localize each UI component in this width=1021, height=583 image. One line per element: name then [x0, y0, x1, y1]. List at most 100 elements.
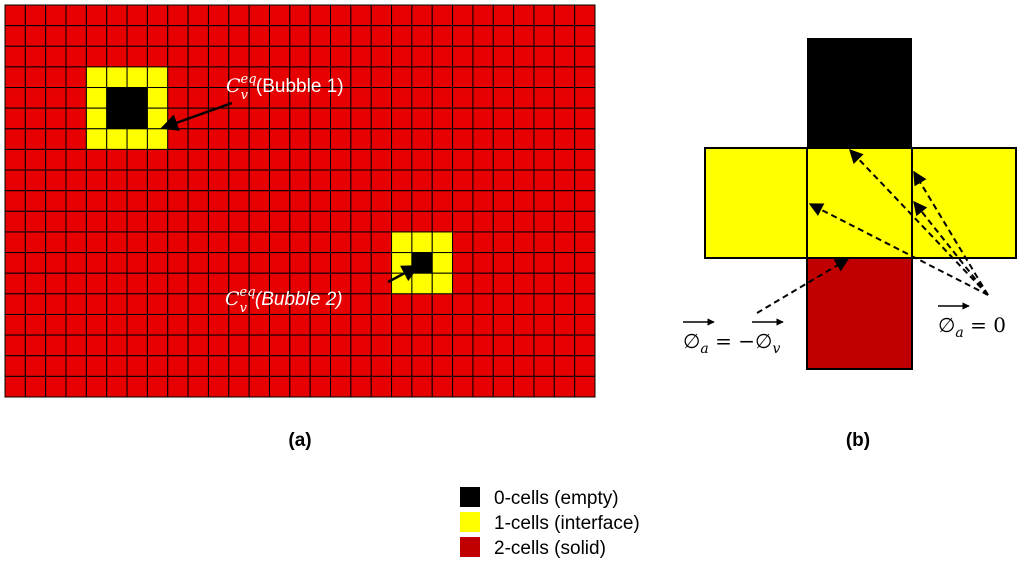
- grid-cell: [228, 231, 250, 254]
- grid-cell: [248, 313, 270, 336]
- grid-cell: [45, 45, 67, 68]
- grid-cell: [106, 313, 128, 336]
- grid-cell: [350, 45, 372, 68]
- grid-cell: [45, 375, 67, 398]
- grid-cell: [574, 313, 596, 336]
- grid-cell: [4, 210, 26, 233]
- grid-cell: [228, 313, 250, 336]
- grid-cell: [187, 313, 209, 336]
- grid-cell: [309, 334, 332, 357]
- grid-cell: [187, 293, 209, 315]
- grid-cell: [472, 107, 494, 130]
- grid-cell: [370, 231, 393, 254]
- grid-cell: [24, 334, 47, 357]
- grid-cell: [228, 375, 250, 398]
- grid-cell: [309, 231, 332, 254]
- grid-cell: [4, 66, 26, 89]
- grid-cell: [228, 128, 250, 150]
- grid-cell: [126, 25, 148, 47]
- grid-cell: [106, 272, 128, 295]
- grid-cell: [350, 169, 372, 192]
- grid-cell: [167, 25, 189, 47]
- grid-cell: [207, 190, 230, 212]
- grid-cell: [24, 293, 47, 315]
- grid-cell: [126, 128, 148, 150]
- grid-cell: [553, 313, 576, 336]
- grid-cell: [85, 355, 108, 377]
- grid-cell: [370, 190, 393, 212]
- grid-cell: [85, 25, 108, 47]
- grid-cell: [309, 45, 332, 68]
- grid-cell: [309, 25, 332, 47]
- grid-cell: [513, 4, 535, 27]
- formula-right: ∅a = 0: [938, 313, 1006, 341]
- grid-cell: [370, 313, 393, 336]
- grid-cell: [431, 252, 454, 274]
- grid-cell: [431, 148, 454, 171]
- grid-cell: [65, 25, 87, 47]
- grid-cell: [248, 375, 270, 398]
- grid-cell: [248, 252, 270, 274]
- grid-cell: [574, 272, 596, 295]
- grid-cell: [391, 272, 413, 295]
- grid-cell: [492, 4, 515, 27]
- grid-cell: [492, 375, 515, 398]
- grid-cell: [452, 128, 474, 150]
- grid-cell: [513, 293, 535, 315]
- solid-cell: [806, 257, 913, 370]
- grid-cell: [65, 107, 87, 130]
- grid-cell: [248, 190, 270, 212]
- grid-cell: [167, 148, 189, 171]
- grid-cell: [289, 313, 311, 336]
- grid-cell: [207, 25, 230, 47]
- grid-cell: [126, 169, 148, 192]
- grid-cell: [268, 45, 291, 68]
- grid-cell: [289, 375, 311, 398]
- grid-cell: [228, 190, 250, 212]
- grid-cell: [350, 128, 372, 150]
- grid-cell: [106, 87, 128, 109]
- grid-cell: [553, 210, 576, 233]
- grid-cell: [187, 252, 209, 274]
- grid-cell: [268, 4, 291, 27]
- grid-cell: [350, 66, 372, 89]
- grid-cell: [411, 190, 433, 212]
- grid-cell: [207, 231, 230, 254]
- grid-cell: [330, 231, 352, 254]
- grid-cell: [350, 334, 372, 357]
- grid-cell: [167, 313, 189, 336]
- grid-cell: [452, 355, 474, 377]
- grid-cell: [65, 190, 87, 212]
- legend-label: 2-cells (solid): [494, 538, 606, 559]
- grid-cell: [106, 128, 128, 150]
- grid-cell: [24, 25, 47, 47]
- grid-cell: [268, 25, 291, 47]
- grid-cell: [106, 4, 128, 27]
- grid-cell: [431, 231, 454, 254]
- grid-cell: [513, 375, 535, 398]
- grid-cell: [330, 107, 352, 130]
- grid-cell: [391, 4, 413, 27]
- grid-cell: [207, 169, 230, 192]
- grid-cell: [126, 87, 148, 109]
- grid-cell: [513, 148, 535, 171]
- grid-cell: [452, 231, 474, 254]
- grid-cell: [85, 252, 108, 274]
- grid-cell: [106, 210, 128, 233]
- grid-cell: [146, 375, 169, 398]
- grid-cell: [533, 4, 555, 27]
- grid-cell: [85, 66, 108, 89]
- grid-cell: [350, 252, 372, 274]
- grid-cell: [106, 334, 128, 357]
- grid-cell: [492, 252, 515, 274]
- grid-cell: [167, 66, 189, 89]
- grid-cell: [513, 107, 535, 130]
- grid-cell: [126, 4, 148, 27]
- grid-cell: [268, 210, 291, 233]
- grid-cell: [574, 252, 596, 274]
- grid-cell: [146, 210, 169, 233]
- grid-cell: [24, 87, 47, 109]
- grid-cell: [248, 45, 270, 68]
- grid-cell: [411, 66, 433, 89]
- grid-cell: [146, 45, 169, 68]
